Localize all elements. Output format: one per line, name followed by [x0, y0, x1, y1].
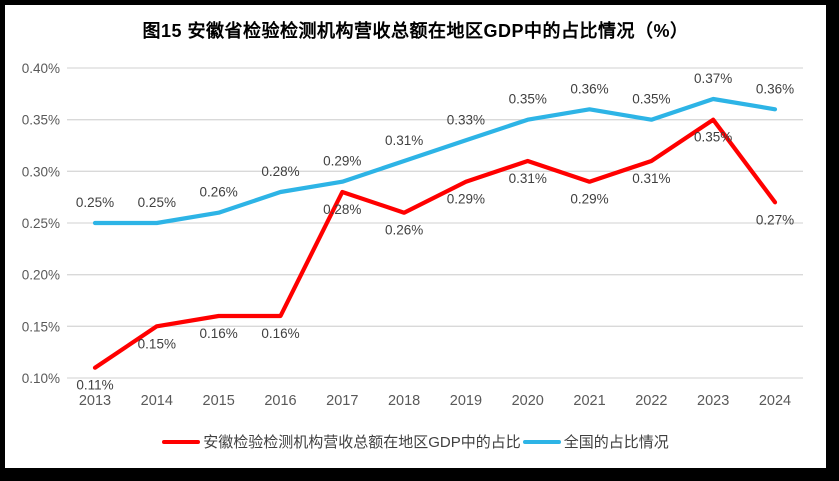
y-axis-tick-label: 0.25% — [22, 216, 60, 231]
x-axis-tick-label: 2024 — [759, 393, 791, 409]
x-axis-tick-label: 2018 — [388, 393, 420, 409]
data-label: 0.28% — [261, 164, 299, 179]
chart-frame: 图15 安徽省检验检测机构营收总额在地区GDP中的占比情况（%） 0.40% 0.… — [5, 5, 826, 468]
series-line-1 — [92, 96, 778, 226]
data-label: 0.37% — [694, 71, 732, 86]
x-axis-tick-label: 2017 — [326, 393, 358, 409]
x-axis-tick-label: 2016 — [264, 393, 296, 409]
data-label: 0.26% — [385, 223, 423, 238]
legend-line-swatch-national — [522, 439, 561, 444]
data-label: 0.27% — [756, 212, 794, 227]
y-axis-tick-label: 0.35% — [22, 113, 60, 128]
y-axis-tick-label: 0.30% — [22, 164, 60, 179]
x-axis-tick-label: 2023 — [697, 393, 729, 409]
y-axis-tick-label: 0.20% — [22, 268, 60, 283]
y-axis-tick-label: 0.15% — [22, 319, 60, 334]
data-label: 0.25% — [138, 195, 176, 210]
data-label: 0.26% — [199, 185, 237, 200]
legend-line-swatch-anhui — [162, 439, 201, 444]
line-chart-plot-area: 0.40% 0.35% 0.30% 0.25% 0.20% 0.15% 0.10% 2013 2… — [22, 61, 803, 409]
x-axis-tick-label: 2014 — [141, 393, 173, 409]
data-label: 0.36% — [570, 81, 608, 96]
data-label: 0.35% — [694, 130, 732, 145]
data-label: 0.25% — [76, 195, 114, 210]
series-line-0 — [92, 117, 778, 370]
chart-title: 图15 安徽省检验检测机构营收总额在地区GDP中的占比情况（%） — [142, 21, 689, 41]
chart-legend: 安徽检验检测机构营收总额在地区GDP中的占比 全国的占比情况 — [5, 431, 826, 452]
x-axis-tick-label: 2013 — [79, 393, 111, 409]
data-label: 0.33% — [447, 112, 485, 127]
x-axis-tick-label: 2021 — [573, 393, 605, 409]
data-label: 0.28% — [323, 202, 361, 217]
legend-label-national: 全国的占比情况 — [563, 434, 669, 451]
data-label: 0.29% — [570, 192, 608, 207]
x-axis-tick-label: 2022 — [635, 393, 667, 409]
data-label: 0.16% — [261, 326, 299, 341]
data-label: 0.16% — [199, 326, 237, 341]
y-axis-tick-label: 0.10% — [22, 371, 60, 386]
legend-item-national: 全国的占比情况 — [522, 431, 669, 452]
data-label: 0.29% — [323, 154, 361, 169]
data-label: 0.11% — [76, 378, 113, 393]
data-label: 0.31% — [509, 171, 547, 186]
data-label: 0.35% — [509, 92, 547, 107]
data-label: 0.31% — [632, 171, 670, 186]
legend-label-anhui: 安徽检验检测机构营收总额在地区GDP中的占比 — [203, 434, 521, 451]
x-axis-tick-label: 2019 — [450, 393, 482, 409]
data-label: 0.29% — [447, 192, 485, 207]
x-axis-tick-label: 2015 — [203, 393, 235, 409]
y-axis-tick-label: 0.40% — [22, 61, 60, 76]
data-label: 0.31% — [385, 133, 423, 148]
legend-item-anhui: 安徽检验检测机构营收总额在地区GDP中的占比 — [162, 431, 521, 452]
data-label: 0.35% — [632, 92, 670, 107]
data-label: 0.36% — [756, 81, 794, 96]
x-axis-tick-label: 2020 — [512, 393, 544, 409]
data-label: 0.15% — [138, 336, 176, 351]
